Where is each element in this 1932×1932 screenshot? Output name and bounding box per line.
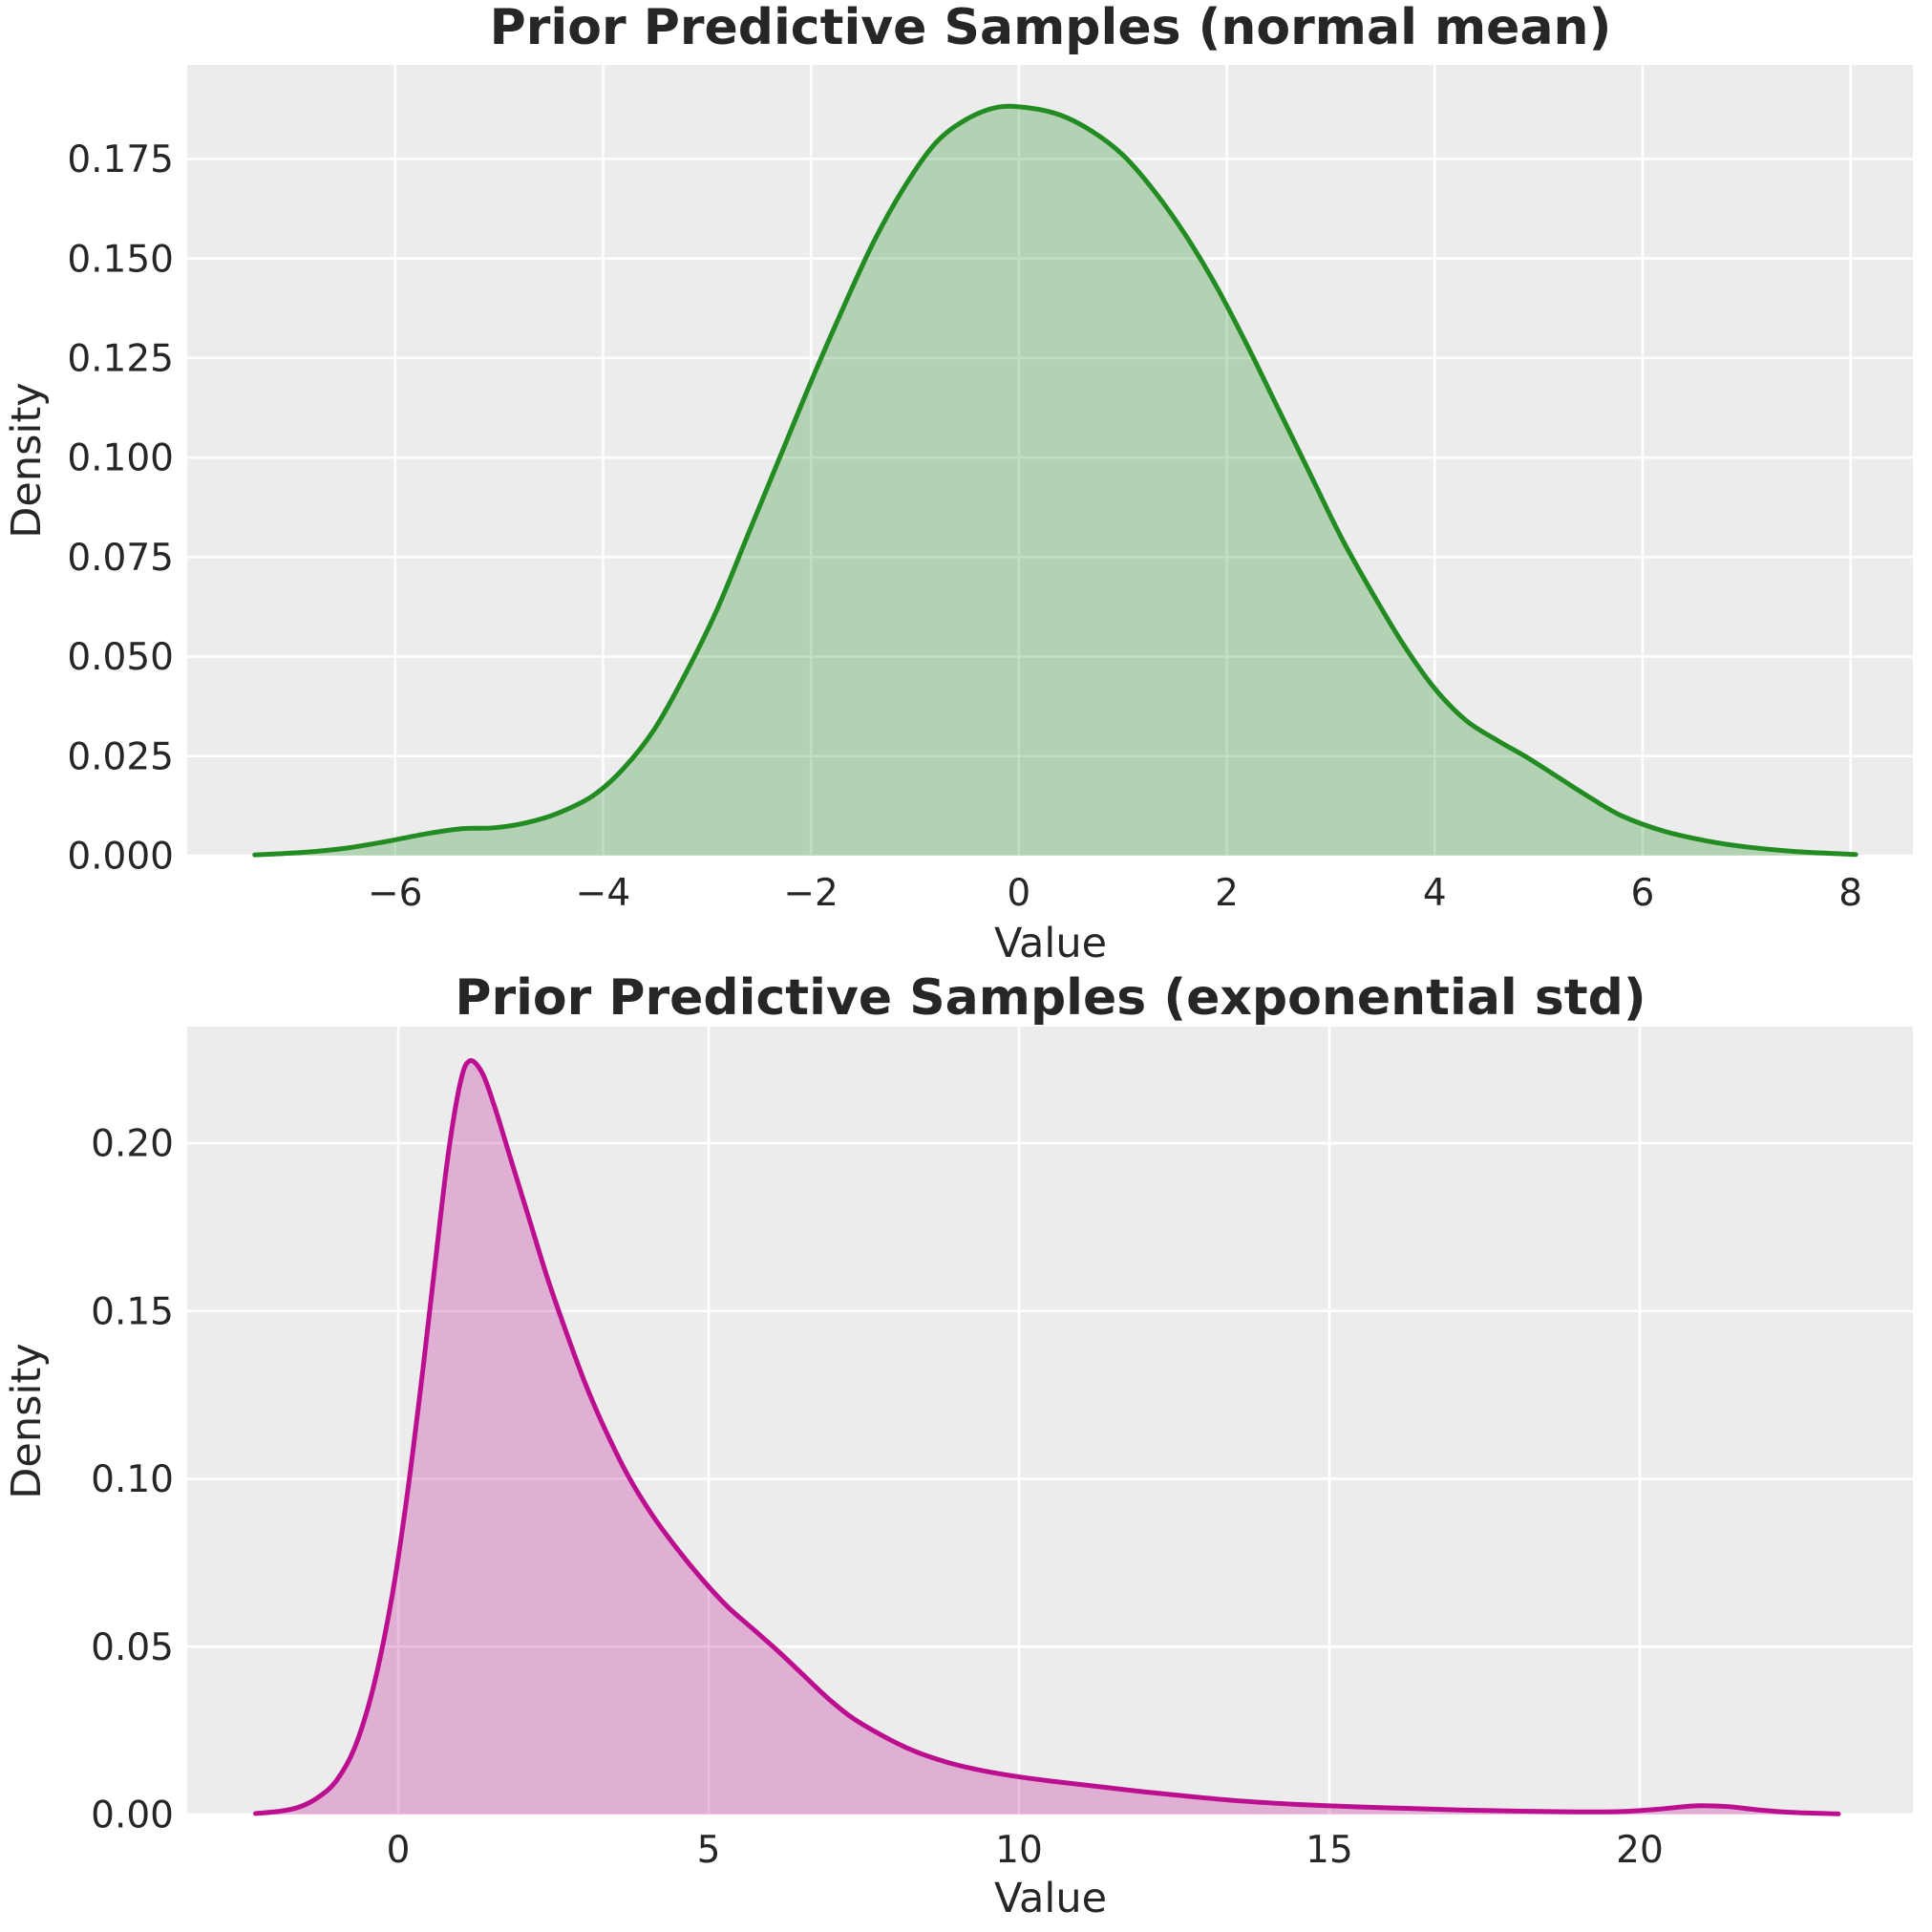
plot-area-normal-mean: −6 −4 −2 0 2 4 6 8 0.000 0.025 0.050 0.075 0.100 0.12… — [67, 65, 1913, 915]
y-tick-label: 0.10 — [91, 1458, 174, 1501]
y-tick-label: 0.05 — [91, 1626, 174, 1669]
kde-area-fill — [254, 106, 1857, 857]
chart-title-exponential-std: Prior Predictive Samples (exponential st… — [455, 969, 1645, 1027]
kde-curve-line — [252, 103, 1858, 858]
y-axis-label: Density — [3, 382, 51, 538]
y-tick-label: 0.050 — [67, 636, 174, 679]
x-tick-label: 2 — [1215, 872, 1239, 915]
x-tick-label: 6 — [1631, 872, 1655, 915]
y-tick-label: 0.150 — [67, 238, 174, 281]
y-tick-label: 0.000 — [67, 836, 174, 879]
x-tick-label: −4 — [576, 872, 631, 915]
plot-background — [187, 65, 1913, 856]
x-tick-label: 0 — [1007, 872, 1030, 915]
x-tick-label: −2 — [783, 872, 839, 915]
plot-area-exponential-std: 0 5 10 15 20 0.00 0.05 0.10 0.15 0.20 — [91, 1027, 1913, 1872]
x-axis-label: Value — [994, 920, 1107, 965]
chart-title-normal-mean: Prior Predictive Samples (normal mean) — [490, 0, 1612, 56]
y-tick-label: 0.00 — [91, 1794, 174, 1837]
kde-chart-exponential-std: 0 5 10 15 20 0.00 0.05 0.10 0.15 0.20 Prior Predi… — [3, 969, 1913, 1922]
x-tick-label: 10 — [995, 1829, 1043, 1872]
y-tick-label: 0.20 — [91, 1123, 174, 1166]
y-tick-label: 0.075 — [67, 537, 174, 580]
kde-curve-line — [253, 1058, 1841, 1816]
x-axis-label: Value — [994, 1875, 1107, 1922]
y-tick-label: 0.025 — [67, 735, 174, 778]
y-tick-label: 0.15 — [91, 1290, 174, 1333]
y-tick-label: 0.100 — [67, 437, 174, 480]
x-tick-label: 5 — [697, 1829, 721, 1872]
plot-background — [187, 1027, 1913, 1815]
x-tick-label: 20 — [1616, 1829, 1664, 1872]
kde-area-fill — [255, 1060, 1838, 1815]
y-axis-label: Density — [3, 1343, 51, 1498]
x-tick-label: 15 — [1306, 1829, 1353, 1872]
x-tick-label: 4 — [1423, 872, 1447, 915]
y-tick-label: 0.125 — [67, 338, 174, 381]
y-tick-label: 0.175 — [67, 138, 174, 181]
kde-chart-normal-mean: −6 −4 −2 0 2 4 6 8 0.000 0.025 0.050 0.075 0.100 0.12… — [3, 0, 1913, 965]
x-tick-label: −6 — [368, 872, 423, 915]
x-tick-label: 8 — [1838, 872, 1862, 915]
x-tick-label: 0 — [387, 1829, 411, 1872]
